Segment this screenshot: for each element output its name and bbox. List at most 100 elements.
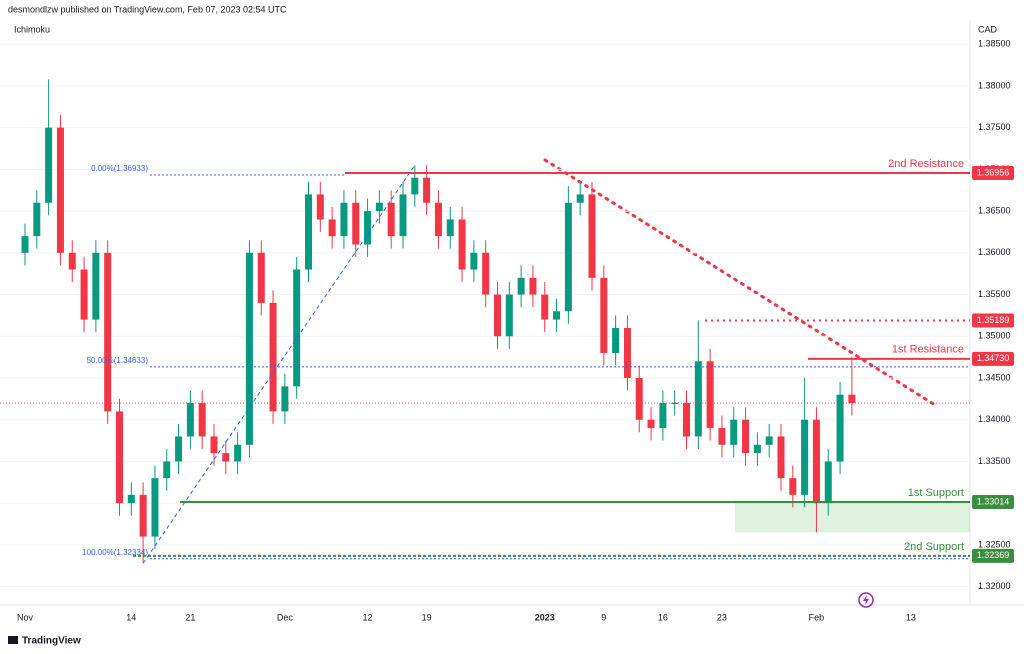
candle-body bbox=[706, 361, 714, 429]
candle-body bbox=[45, 127, 53, 203]
price-tag-label: 1.32369 bbox=[977, 550, 1010, 560]
footer-brand: TradingView bbox=[22, 636, 81, 647]
candle-body bbox=[104, 252, 112, 412]
candle-body bbox=[186, 403, 194, 437]
candle-body bbox=[411, 177, 419, 195]
candle-body bbox=[116, 411, 123, 504]
candle-body bbox=[612, 327, 620, 353]
trend-line bbox=[543, 158, 937, 407]
y-tick-label: 1.32500 bbox=[978, 539, 1011, 549]
candles bbox=[21, 79, 856, 564]
candle-body bbox=[824, 461, 832, 504]
logo: TradingView bbox=[8, 636, 81, 647]
x-tick-label: Feb bbox=[809, 612, 825, 622]
y-tick-label: 1.37500 bbox=[978, 122, 1011, 132]
candle-body bbox=[753, 444, 761, 454]
price-tag bbox=[972, 495, 1014, 510]
candle-body bbox=[387, 202, 395, 237]
candle-body bbox=[529, 277, 537, 295]
fib-label: 0.00%(1.36933) bbox=[91, 164, 148, 173]
x-tick-label: 2023 bbox=[535, 612, 555, 622]
candle-body bbox=[517, 277, 525, 295]
candle-body bbox=[600, 277, 608, 353]
candle-body bbox=[694, 361, 702, 437]
candle-body bbox=[742, 419, 750, 454]
level-name: 1st Support bbox=[908, 487, 964, 499]
x-tick-label: 21 bbox=[185, 612, 195, 622]
fib-label: 50.00%(1.34633) bbox=[87, 356, 149, 365]
candle-body bbox=[848, 394, 856, 404]
candle-body bbox=[56, 127, 64, 253]
candle-body bbox=[375, 202, 383, 212]
candle-body bbox=[588, 194, 596, 278]
candle-body bbox=[801, 419, 809, 495]
candle-body bbox=[33, 202, 41, 237]
y-tick-label: 1.35500 bbox=[978, 289, 1011, 299]
candle-body bbox=[175, 436, 183, 462]
y-tick-label: 1.36000 bbox=[978, 247, 1011, 257]
candle-body bbox=[352, 202, 360, 245]
candle-body bbox=[399, 194, 407, 237]
candle-body bbox=[269, 302, 277, 412]
level-name: 2nd Support bbox=[904, 541, 964, 553]
y-tick-label: 1.38500 bbox=[978, 39, 1011, 49]
candle-body bbox=[340, 202, 348, 237]
price-tag bbox=[972, 351, 1014, 366]
candle-body bbox=[683, 403, 690, 437]
candle-body bbox=[434, 202, 442, 237]
candle-body bbox=[127, 494, 135, 504]
candle-body bbox=[234, 444, 242, 462]
y-tick-label: 1.38000 bbox=[978, 80, 1011, 90]
x-tick-label: 12 bbox=[363, 612, 373, 622]
y-tick-label: 1.34500 bbox=[978, 372, 1011, 382]
candle-body bbox=[198, 403, 206, 437]
y-tick-label: 1.36500 bbox=[978, 205, 1011, 215]
candle-body bbox=[316, 194, 324, 220]
x-tick-label: 19 bbox=[422, 612, 432, 622]
level-name: 2nd Resistance bbox=[888, 158, 964, 170]
candle-body bbox=[163, 461, 171, 479]
x-tick-label: 9 bbox=[601, 612, 606, 622]
candle-body bbox=[659, 403, 667, 429]
x-tick-label: 14 bbox=[126, 612, 136, 622]
candle-body bbox=[21, 236, 29, 253]
candle-body bbox=[647, 419, 655, 429]
candle-body bbox=[671, 403, 679, 405]
candle-body bbox=[482, 252, 490, 295]
candle-body bbox=[470, 252, 478, 270]
candle-body bbox=[494, 294, 501, 337]
x-tick-label: 13 bbox=[906, 612, 916, 622]
y-tick-label: 1.32000 bbox=[978, 581, 1011, 591]
candle-body bbox=[245, 252, 253, 445]
fib-trend bbox=[142, 164, 416, 564]
candle-body bbox=[765, 436, 773, 445]
x-tick-label: Dec bbox=[277, 612, 294, 622]
alert-icon[interactable] bbox=[858, 592, 874, 608]
x-tick-label: 23 bbox=[717, 612, 727, 622]
candle-body bbox=[257, 252, 265, 303]
y-tick-label: 1.33500 bbox=[978, 456, 1011, 466]
candle-body bbox=[718, 428, 726, 445]
indicator-name: Ichimoku bbox=[14, 24, 50, 34]
candle-body bbox=[505, 294, 513, 337]
candle-body bbox=[328, 219, 336, 237]
candle-body bbox=[564, 202, 572, 312]
candle-body bbox=[812, 419, 820, 504]
candle-body bbox=[777, 436, 785, 479]
price-tag-label: 1.36956 bbox=[977, 167, 1010, 177]
byline: desmondlzw published on TradingView.com,… bbox=[8, 4, 287, 14]
candle-body bbox=[446, 219, 454, 237]
x-tick-label: Nov bbox=[17, 612, 34, 622]
candle-body bbox=[68, 252, 76, 270]
currency: CAD bbox=[978, 24, 998, 34]
candle-body bbox=[836, 394, 844, 462]
candle-body bbox=[222, 453, 230, 462]
candle-body bbox=[293, 269, 301, 387]
price-tag bbox=[972, 313, 1014, 328]
candle-body bbox=[80, 269, 88, 320]
y-tick-label: 1.34000 bbox=[978, 414, 1011, 424]
price-tag bbox=[972, 166, 1014, 181]
fib-label: 100.00%(1.32334) bbox=[82, 548, 148, 557]
candle-body bbox=[635, 378, 643, 420]
